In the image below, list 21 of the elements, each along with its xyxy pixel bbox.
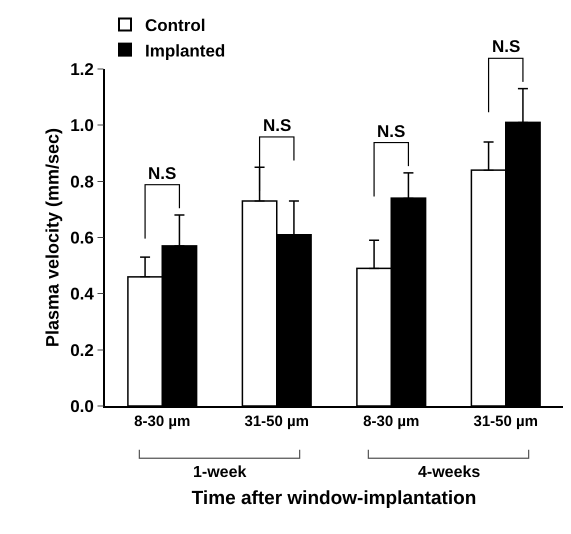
- text: 1-week: [193, 464, 246, 481]
- legend-label: Control: [145, 16, 206, 36]
- x-tick-label: 31-50 µm: [244, 412, 310, 430]
- y-tick-label: 1.2: [70, 60, 94, 79]
- y-tick-label: 0.8: [70, 172, 94, 192]
- x-tick-label: 8-30 µm: [363, 412, 420, 430]
- legend-label: Implanted: [145, 41, 226, 60]
- y-tick-label: 0.4: [70, 284, 94, 304]
- annotation: N.S: [377, 122, 406, 141]
- x-tick-label: 8-30 µm: [134, 412, 190, 430]
- text: N.S: [492, 37, 520, 56]
- y-tick-label: 1.0: [70, 116, 94, 136]
- text: 4-weeks: [418, 464, 480, 481]
- y-tick-label: 0.6: [70, 228, 94, 248]
- y-tick-label: 0.2: [70, 340, 94, 360]
- x-tick-label: 31-50 µm: [473, 412, 538, 430]
- annotation: N.S: [148, 164, 176, 183]
- y-axis-title: Plasma velocity (mm/sec): [42, 128, 62, 348]
- y-tick-label: 0.0: [70, 396, 94, 416]
- x-axis-title: Time after window-implantation: [192, 488, 476, 510]
- annotation: N.S: [263, 116, 292, 135]
